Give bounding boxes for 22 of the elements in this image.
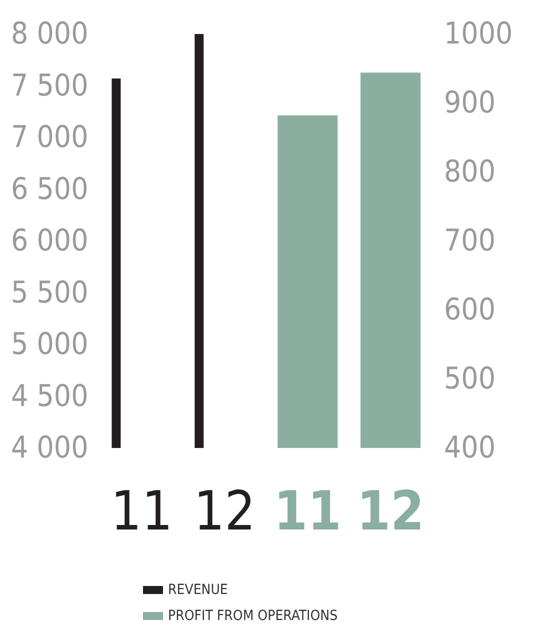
y-tick-label: 6 500	[10, 172, 88, 207]
y-tick-label: 7 000	[10, 120, 88, 155]
y2-tick-label: 500	[444, 362, 496, 396]
y2-tick-label: 600	[444, 292, 496, 328]
x-tick-label: 12	[356, 480, 424, 542]
x-tick-label: 12	[194, 480, 256, 542]
y-tick-label: 4 000	[10, 430, 88, 466]
x-tick-label: 11	[110, 480, 173, 542]
legend-label: PROFIT FROM OPERATIONS	[168, 608, 338, 624]
y-tick-label: 7 500	[10, 68, 88, 104]
y-tick-label: 5 000	[10, 327, 88, 362]
x-tick-label: 11	[274, 480, 342, 542]
y2-tick-label: 400	[444, 430, 496, 466]
y2-tick-label: 1000	[444, 16, 513, 52]
y2-tick-label: 700	[444, 224, 496, 258]
y-tick-label: 6 000	[10, 224, 88, 258]
y-tick-label: 4 500	[10, 378, 88, 414]
legend-label: REVENUE	[168, 582, 228, 598]
y2-tick-label: 800	[444, 154, 496, 190]
y-tick-label: 5 500	[10, 275, 88, 310]
y-tick-label: 8 000	[10, 16, 88, 52]
y2-tick-label: 900	[444, 86, 496, 120]
